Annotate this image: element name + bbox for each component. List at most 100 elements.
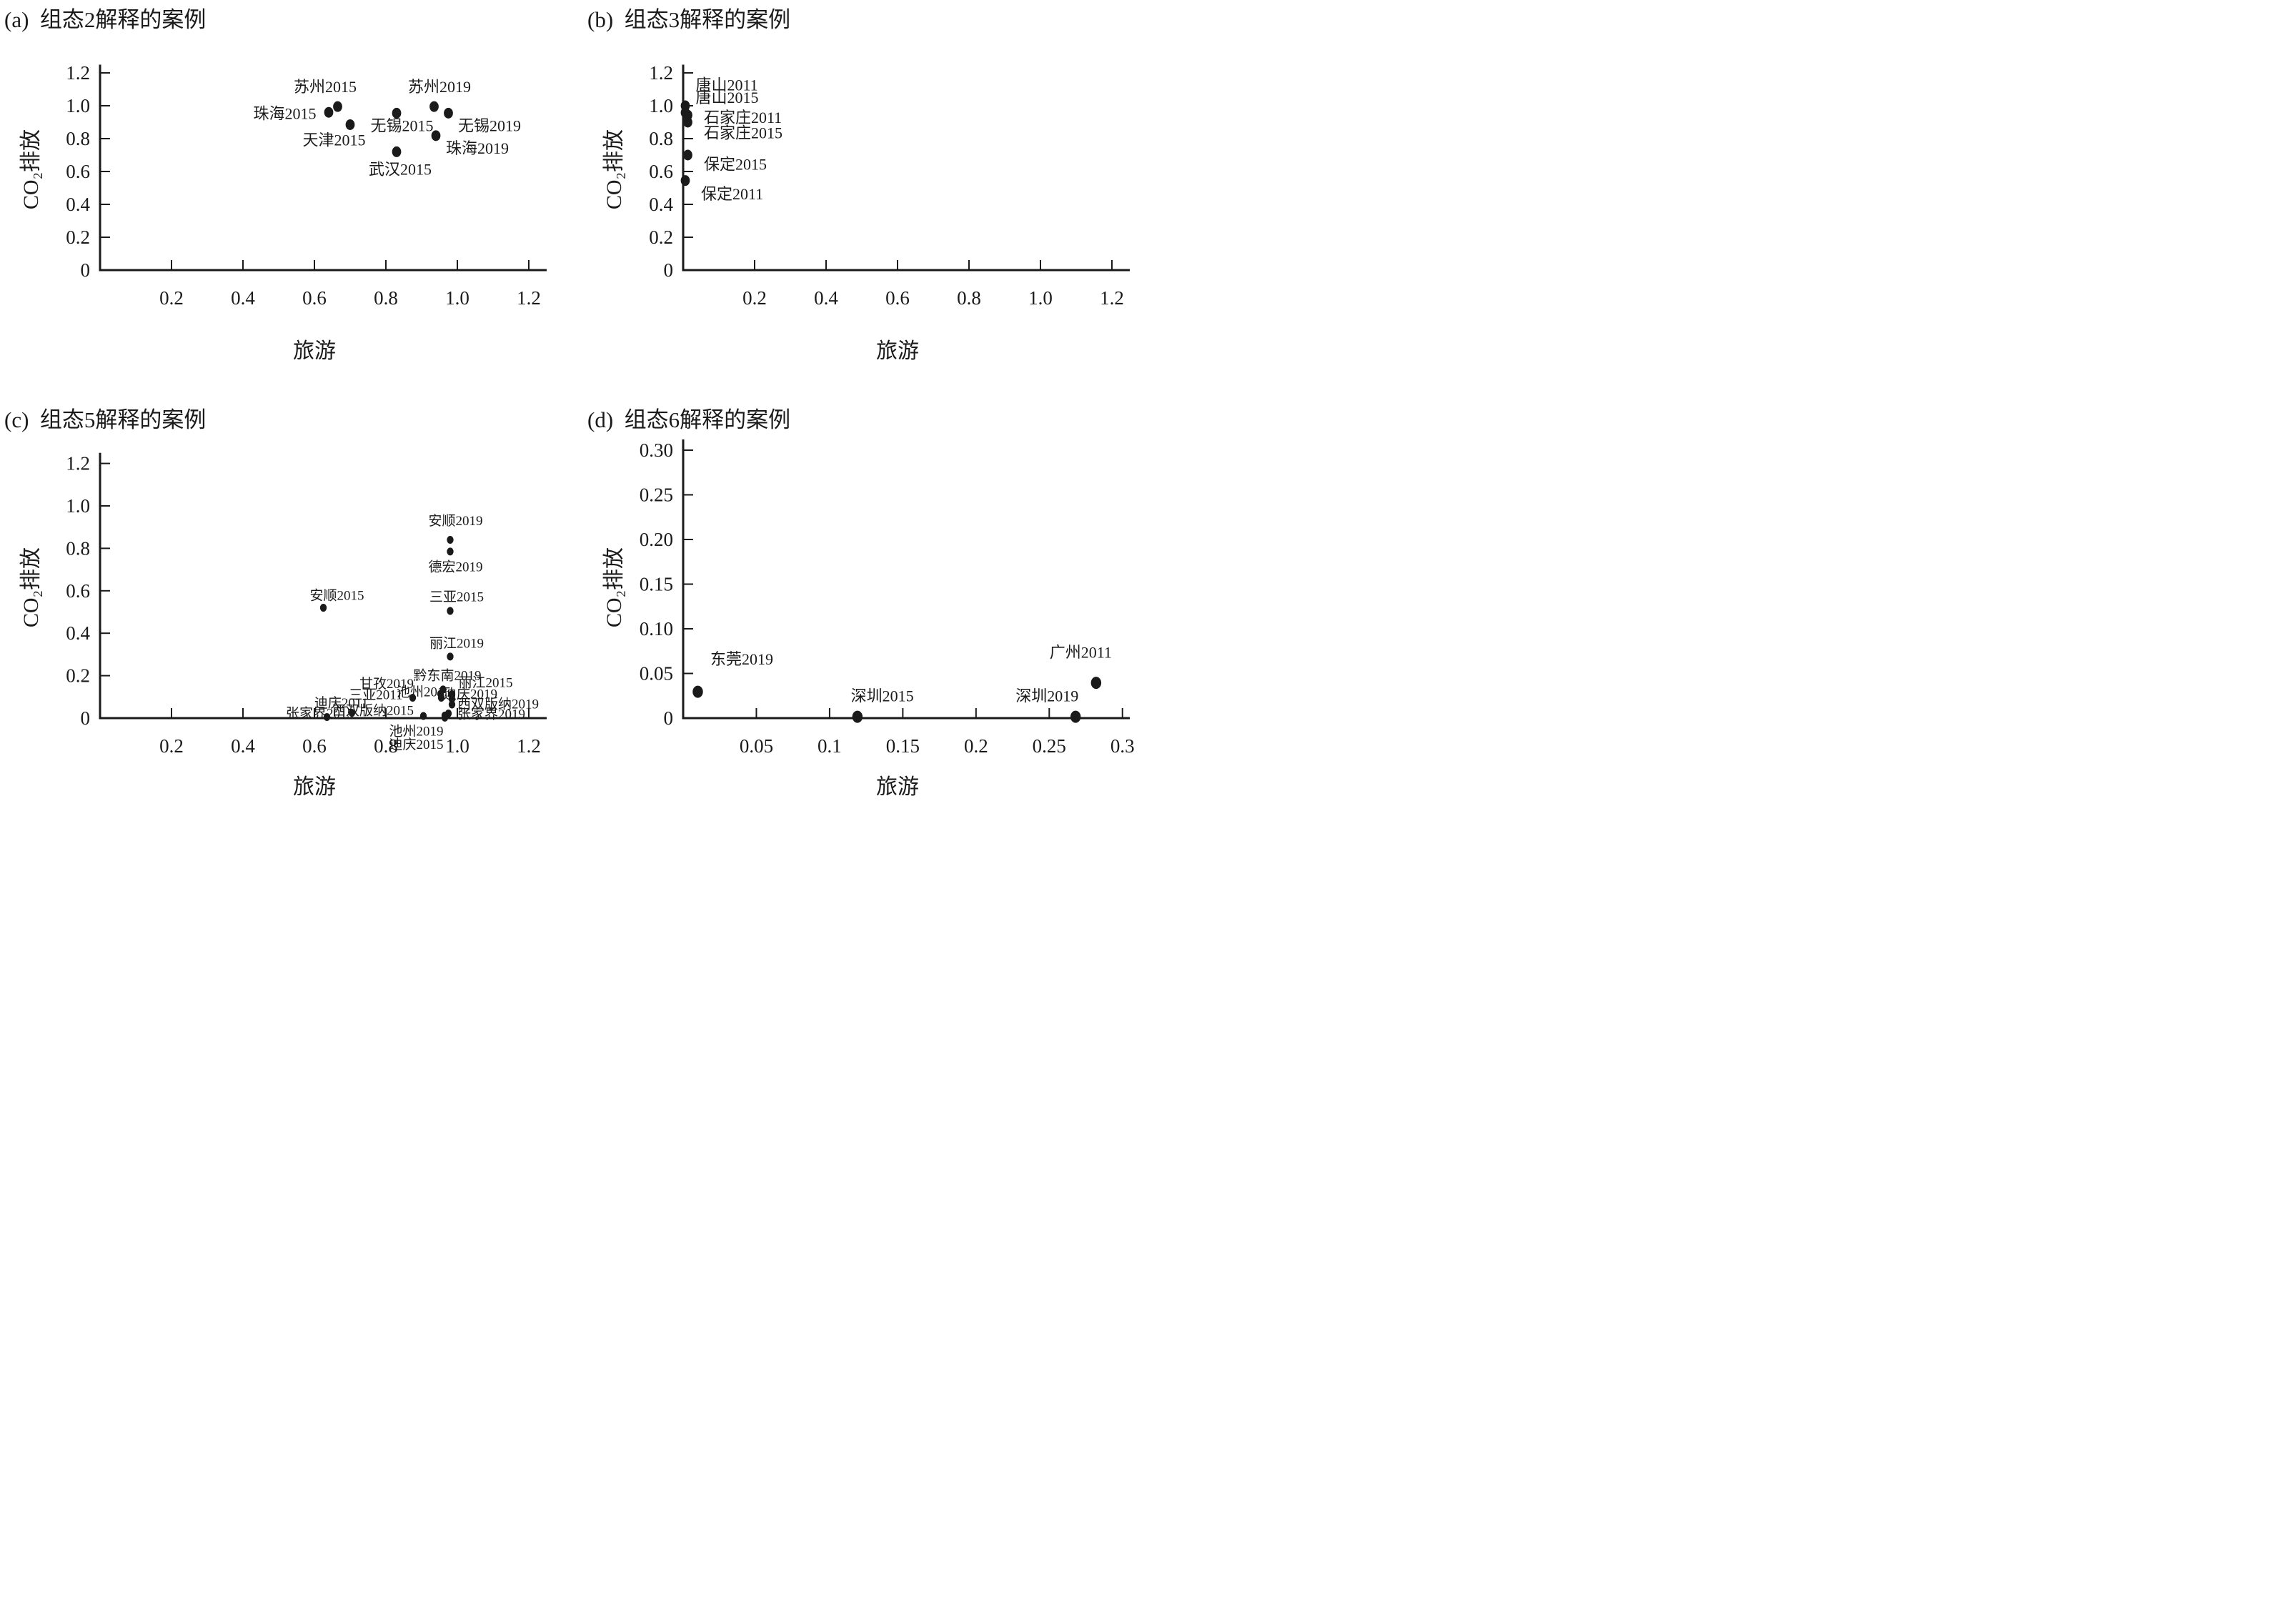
panel-c-title: (c) 组态5解释的案例 — [4, 407, 207, 432]
data-point — [448, 700, 456, 709]
y-tick-label: 0.2 — [66, 665, 90, 687]
x-tick-label: 0.05 — [740, 735, 773, 757]
y-tick-label: 0.8 — [66, 128, 90, 149]
x-tick-label: 1.0 — [445, 735, 469, 757]
data-point-label: 珠海2015 — [253, 104, 316, 122]
data-point — [409, 693, 417, 702]
x-tick-label: 0.4 — [231, 735, 255, 757]
data-point-label: 深圳2015 — [851, 687, 914, 705]
data-point — [692, 685, 703, 698]
x-tick-label: 0.6 — [302, 287, 327, 309]
data-point — [392, 107, 402, 119]
data-point-label: 池州2019 — [389, 724, 443, 740]
data-point-label: 张家界2019 — [457, 706, 525, 722]
data-point-label: 苏州2015 — [294, 78, 357, 96]
data-point-label: 张家界2015 — [286, 706, 354, 722]
data-point-label: 三亚2015 — [429, 589, 484, 605]
x-tick-label: 0.8 — [374, 287, 398, 309]
y-tick-label: 0 — [81, 259, 91, 281]
y-tick-label: 0.4 — [66, 622, 90, 644]
x-tick-label: 0.8 — [374, 735, 398, 757]
x-tick-label: 0.6 — [302, 735, 327, 757]
x-tick-label: 0.4 — [231, 287, 255, 309]
panel-d-title: (d) 组态6解释的案例 — [587, 407, 791, 432]
data-point — [447, 536, 454, 544]
x-tick-label: 1.2 — [1100, 287, 1124, 309]
panel-b-plot: 0.2 0.4 0.6 0.8 1.0 1.2 0 0.2 0.4 0.6 0.8 1.0 1.2 唐山2… — [649, 62, 1130, 309]
y-tick-label: 0.20 — [640, 529, 673, 550]
x-tick-label: 0.2 — [159, 735, 184, 757]
y-tick-label: 1.0 — [649, 95, 673, 116]
data-point-label: 迪庆2015 — [389, 737, 443, 752]
data-point — [348, 709, 356, 717]
data-point — [448, 695, 456, 703]
x-tick-label: 0.8 — [957, 287, 981, 309]
x-tick-label: 0.2 — [742, 287, 767, 309]
data-point-label: 安顺2015 — [309, 588, 364, 604]
data-point — [447, 607, 454, 615]
x-tick-label: 1.0 — [1028, 287, 1053, 309]
y-tick-label: 0.6 — [66, 580, 90, 602]
panel-b-title: (b) 组态3解释的案例 — [587, 7, 791, 32]
data-point-label: 迪庆2011 — [314, 695, 368, 711]
panel-a-title: (a) 组态2解释的案例 — [4, 7, 207, 32]
panel-a-xlabel: 旅游 — [293, 339, 336, 363]
data-point — [437, 693, 445, 702]
data-point-label: 深圳2019 — [1015, 687, 1078, 705]
y-tick-label: 1.0 — [66, 495, 90, 517]
y-tick-label: 0.2 — [66, 227, 90, 248]
data-point-label: 西双版纳2015 — [332, 703, 414, 719]
y-tick-label: 1.2 — [649, 62, 673, 84]
data-point — [429, 101, 439, 112]
data-point — [683, 149, 692, 161]
y-tick-label: 0.15 — [640, 574, 673, 595]
x-tick-label: 0.6 — [885, 287, 910, 309]
y-tick-label: 1.0 — [66, 95, 90, 116]
x-tick-label: 0.25 — [1033, 735, 1066, 757]
data-point-label: 保定2011 — [701, 185, 763, 203]
data-point-label: 天津2015 — [302, 131, 365, 149]
data-point-label: 唐山2011 — [696, 76, 758, 94]
data-point — [345, 119, 355, 130]
data-point — [1090, 677, 1102, 690]
panel-d-xlabel: 旅游 — [876, 775, 919, 799]
y-tick-label: 0.05 — [640, 663, 673, 685]
data-point — [444, 107, 453, 119]
data-point — [1070, 710, 1081, 723]
y-tick-label: 0 — [664, 707, 674, 729]
y-tick-label: 0.2 — [649, 227, 673, 248]
data-point — [431, 130, 441, 141]
data-point-label: 丽江2019 — [429, 636, 484, 652]
data-point-label: 三亚2011 — [349, 688, 402, 703]
panel-c-plot: 0.2 0.4 0.6 0.8 1.0 1.2 0 0.2 0.4 0.6 0.8 1.0 1.2 安顺2… — [66, 453, 547, 757]
data-point — [441, 713, 449, 722]
panel-c: (c) 组态5解释的案例 CO₂排放 0.2 0.4 0.6 0.8 1.0 1.2 0 0.… — [0, 400, 565, 801]
data-point-label: 安顺2019 — [428, 513, 482, 529]
data-point — [680, 175, 690, 186]
data-point — [392, 146, 402, 157]
data-point — [447, 652, 454, 661]
data-point-label: 石家庄2015 — [704, 124, 782, 142]
data-point — [323, 713, 331, 722]
y-tick-label: 0.8 — [649, 128, 673, 149]
panel-c-xlabel: 旅游 — [293, 775, 336, 799]
data-point-label: 苏州2019 — [408, 78, 471, 96]
data-point-label: 迪庆2019 — [443, 686, 497, 702]
x-tick-label: 0.4 — [814, 287, 838, 309]
x-tick-label: 0.15 — [886, 735, 920, 757]
data-point-label: 德宏2019 — [428, 559, 482, 575]
data-point-label: 甘孜2019 — [359, 676, 414, 692]
y-tick-label: 0 — [664, 259, 674, 281]
y-tick-label: 0.4 — [66, 194, 90, 215]
data-point — [419, 712, 427, 720]
panel-a-plot: 0.2 0.4 0.6 0.8 1.0 1.2 0 0.2 0.4 0.6 0.8 1.0 1.2 珠海2… — [66, 62, 547, 309]
data-point-label: 珠海2019 — [446, 139, 509, 157]
y-tick-label: 0.8 — [66, 537, 90, 559]
data-point — [324, 106, 334, 118]
data-point — [333, 101, 342, 112]
x-tick-label: 0.2 — [159, 287, 184, 309]
x-tick-label: 0.2 — [964, 735, 988, 757]
y-tick-label: 0.10 — [640, 618, 673, 640]
data-point-label: 武汉2015 — [369, 161, 432, 179]
data-point-label: 黔东南2019 — [413, 668, 481, 684]
